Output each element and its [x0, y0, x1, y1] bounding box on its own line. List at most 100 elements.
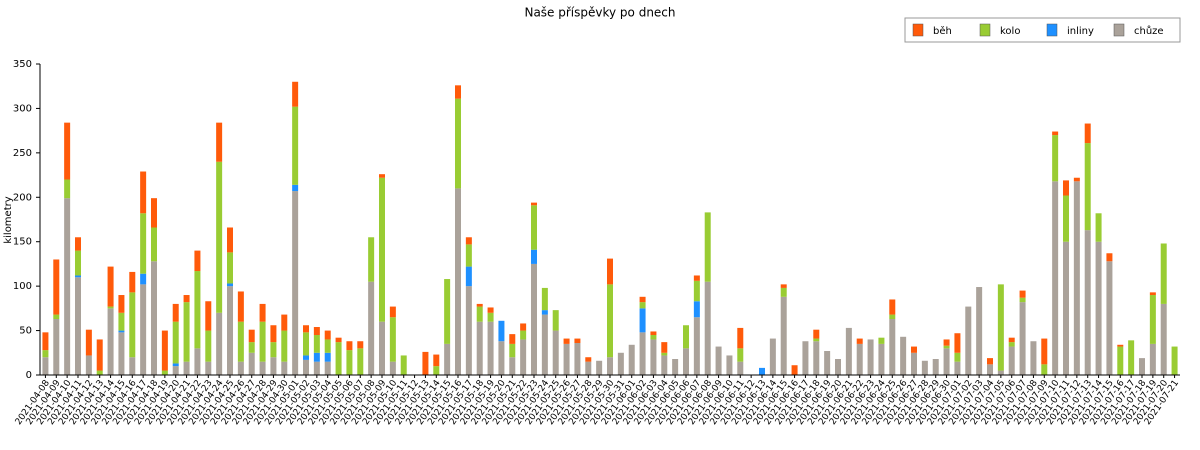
y-tick-label: 300 — [13, 103, 32, 114]
bar-segment — [151, 261, 157, 375]
bar-segment — [769, 338, 776, 375]
bar-segment — [693, 301, 700, 318]
bar-segment — [75, 275, 81, 278]
bar-segment — [639, 308, 646, 333]
bar-segment — [183, 361, 190, 375]
bar-segment — [389, 317, 396, 362]
bar-segment — [85, 329, 92, 356]
bar-segment — [118, 330, 125, 333]
bar-segment — [1052, 131, 1059, 136]
bar-segment — [183, 302, 190, 362]
bar-segment — [455, 98, 461, 189]
bar-segment — [107, 308, 114, 375]
bar-segment — [465, 266, 472, 287]
bar-segment — [661, 342, 668, 353]
bar-segment — [476, 321, 483, 375]
bar-segment — [541, 287, 548, 311]
bar-segment — [324, 352, 331, 362]
bar-segment — [889, 299, 896, 315]
bar-segment — [281, 361, 288, 375]
bar-segment — [1160, 243, 1167, 304]
bar-segment — [704, 281, 711, 375]
bar-segment — [737, 327, 744, 349]
bar-segment — [650, 335, 657, 340]
bar-segment — [509, 343, 516, 358]
bar-segment — [1063, 241, 1069, 375]
bar-segment — [53, 314, 60, 320]
bar-segment — [1008, 346, 1015, 375]
bar-segment — [1128, 340, 1135, 375]
bar-segment — [541, 310, 548, 315]
bar-segment — [216, 312, 223, 375]
bar-segment — [943, 348, 950, 375]
bar-segment — [172, 366, 179, 375]
bar-segment — [900, 336, 907, 375]
bar-segment — [433, 366, 440, 375]
bar-segment — [118, 312, 125, 331]
bar-segment — [672, 359, 679, 375]
bar-segment — [856, 338, 863, 344]
bar-segment — [455, 85, 461, 99]
y-tick-label: 150 — [13, 237, 32, 248]
bar-segment — [140, 273, 147, 285]
bar-segment — [1149, 343, 1156, 375]
bar-segment — [313, 327, 320, 336]
bar-segment — [1052, 181, 1059, 375]
bar-segment — [693, 280, 700, 302]
bar-segment — [379, 177, 385, 322]
bar-segment — [379, 174, 385, 178]
bar-segment — [205, 361, 212, 375]
bar-segment — [639, 302, 646, 309]
bar-segment — [1084, 230, 1091, 375]
bar-segment — [53, 259, 60, 315]
bar-segment — [194, 271, 201, 349]
bar-segment — [1139, 358, 1145, 375]
bar-segment — [227, 227, 233, 253]
bar-segment — [943, 345, 950, 349]
bar-segment — [1117, 344, 1124, 347]
bar-segment — [324, 339, 331, 353]
bar-segment — [1149, 292, 1156, 296]
bar-segment — [639, 296, 646, 303]
bar-segment — [172, 363, 179, 367]
y-tick-label: 50 — [19, 326, 32, 337]
legend-box — [904, 17, 1181, 43]
bar-segment — [237, 361, 244, 375]
bar-segment — [715, 346, 722, 375]
bar-segment — [227, 286, 233, 375]
bar-segment — [780, 287, 787, 297]
bar-segment — [357, 348, 364, 375]
bar-segment — [987, 358, 993, 365]
bar-segment — [75, 277, 81, 375]
legend-label: inliny — [1067, 26, 1094, 37]
bar-segment — [216, 161, 223, 313]
bar-segment — [259, 361, 266, 375]
bar-segment — [878, 343, 885, 375]
bar-segment — [520, 330, 527, 340]
bar-segment — [1008, 342, 1015, 347]
bar-segment — [585, 357, 592, 362]
bar-segment — [248, 329, 255, 343]
bar-segment — [292, 184, 299, 192]
bar-segment — [107, 266, 114, 307]
bar-segment — [617, 352, 624, 375]
bar-segment — [1063, 180, 1069, 196]
bar-segment — [780, 284, 787, 288]
bar-segment — [259, 303, 266, 322]
bar-segment — [248, 352, 255, 375]
bar-segment — [444, 279, 451, 344]
bar-segment — [1160, 303, 1167, 375]
bar-segment — [704, 212, 711, 282]
bar-segment — [1106, 261, 1113, 375]
bar-segment — [465, 286, 472, 375]
bar-segment — [552, 310, 559, 331]
bar-segment — [574, 338, 581, 344]
bar-segment — [270, 342, 277, 358]
bar-segment — [476, 306, 483, 322]
bar-segment — [172, 303, 179, 322]
bar-segment — [802, 341, 809, 375]
bar-segment — [1117, 346, 1124, 375]
bar-segment — [422, 351, 429, 375]
bar-segment — [183, 295, 190, 303]
legend-swatch — [1113, 23, 1125, 37]
